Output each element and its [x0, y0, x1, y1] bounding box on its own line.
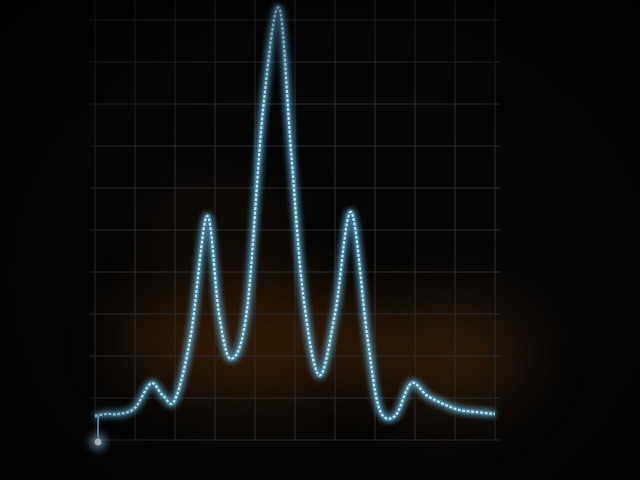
trace-start-dot [94, 438, 102, 446]
